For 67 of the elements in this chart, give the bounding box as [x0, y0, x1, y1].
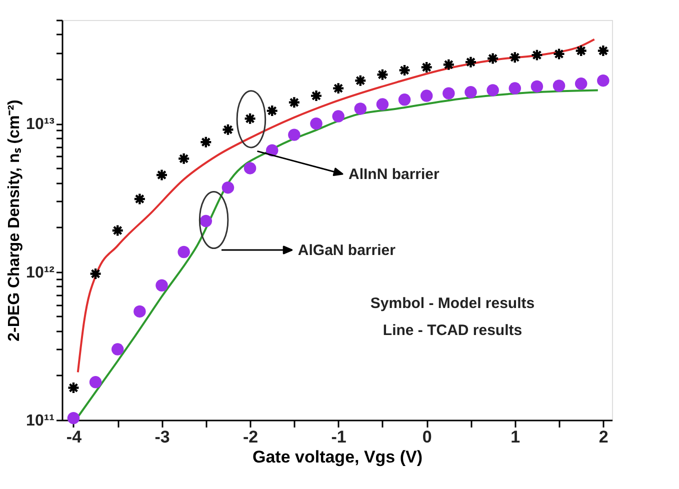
point [376, 98, 389, 110]
point [486, 84, 499, 96]
line-series [76, 38, 596, 374]
point [464, 56, 478, 68]
x-tick-label: -1 [331, 428, 346, 446]
point [67, 412, 80, 424]
point [222, 123, 234, 136]
point [486, 52, 500, 65]
point [398, 64, 411, 77]
point [310, 117, 322, 130]
point [133, 192, 146, 206]
point [574, 44, 588, 58]
x-axis-title: Gate voltage, Vgs (V) [252, 448, 423, 466]
point [310, 89, 323, 102]
annotation: Symbol - Model results [370, 294, 535, 312]
point [597, 74, 610, 87]
point [354, 74, 367, 87]
point [420, 60, 433, 74]
x-tick-label: 2 [598, 428, 608, 446]
point [222, 181, 234, 194]
point [200, 136, 212, 148]
point [376, 68, 389, 81]
point [266, 104, 278, 118]
y-tick-label: 10¹³ [26, 116, 54, 134]
point [530, 48, 544, 62]
point [596, 44, 610, 58]
y-axis-title: 2-DEG Charge Density, nₛ (cm⁻²) [6, 100, 24, 342]
point [89, 376, 102, 388]
point [67, 381, 80, 394]
point [398, 94, 411, 106]
point [244, 162, 256, 174]
y-tick-label: 10¹² [26, 264, 54, 282]
point [155, 168, 168, 182]
annotation: Line - TCAD results [382, 322, 522, 339]
point [156, 279, 168, 292]
point [508, 82, 522, 94]
x-tick-label: -4 [66, 428, 82, 446]
x-tick-label: -2 [242, 428, 258, 446]
point [200, 214, 212, 228]
y-tick-label: 10¹¹ [26, 412, 54, 430]
point [508, 50, 522, 64]
point [134, 305, 146, 318]
point [442, 58, 456, 71]
point [111, 343, 124, 356]
point [332, 82, 345, 95]
point [266, 144, 278, 156]
point [574, 78, 588, 90]
point [244, 112, 256, 125]
point [177, 152, 190, 165]
point [442, 87, 455, 100]
point [332, 110, 344, 122]
point [552, 48, 566, 60]
annotation: AlInN barrier [348, 166, 440, 183]
point [288, 128, 300, 141]
point [178, 246, 190, 258]
point [464, 86, 477, 98]
point [530, 80, 544, 93]
annotation: AlGaN barrier [298, 242, 396, 259]
x-tick-label: -3 [154, 428, 170, 446]
x-tick-label: 1 [510, 428, 520, 446]
point [288, 96, 301, 109]
point [354, 102, 367, 115]
point [111, 224, 124, 237]
x-tick-label: 0 [422, 428, 432, 446]
point [420, 90, 433, 102]
point [552, 80, 566, 92]
point [89, 267, 102, 280]
